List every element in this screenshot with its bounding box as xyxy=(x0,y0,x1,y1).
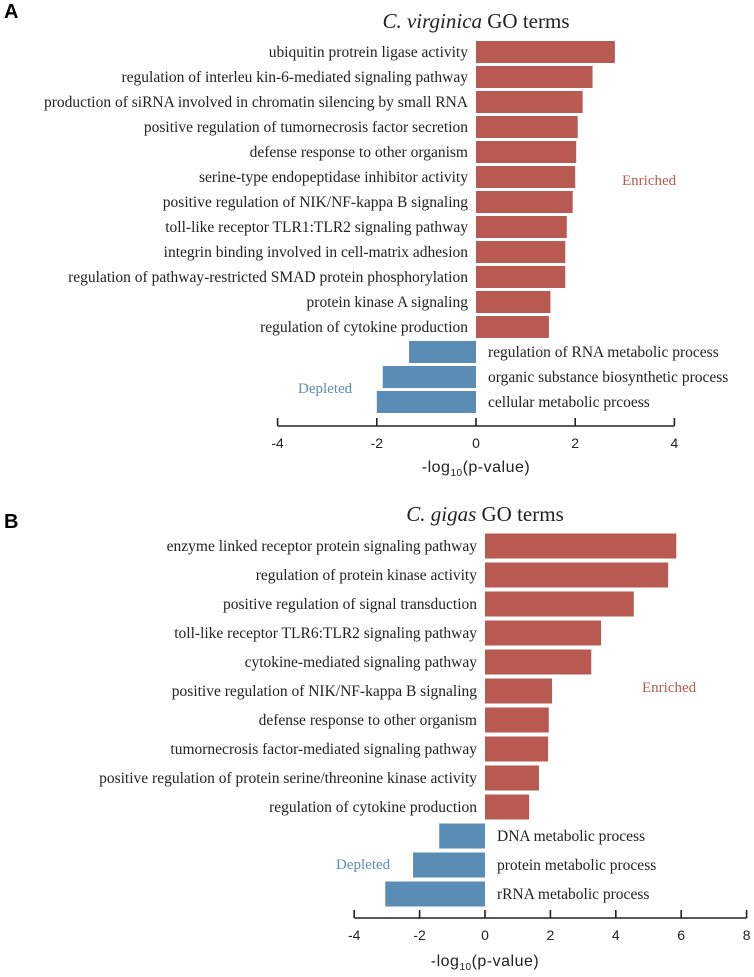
panel-b-bar-4 xyxy=(485,649,592,675)
panel-b-tick-label-4: 4 xyxy=(612,927,620,943)
panel-a: A C. virginica GO terms ubiquitin protre… xyxy=(4,1,728,479)
panel-b-bar-5 xyxy=(485,678,553,704)
panel-a-title: C. virginica GO terms xyxy=(382,9,569,33)
panel-a-legend-depleted: Depleted xyxy=(298,381,353,397)
panel-b-bar-0 xyxy=(485,533,677,559)
panel-b-category-label-6: defense response to other organism xyxy=(259,712,477,729)
panel-b-tick-label-1: -2 xyxy=(413,927,426,943)
panel-b-category-label-4: cytokine-mediated signaling pathway xyxy=(245,654,478,671)
panel-a-category-label-12: regulation of RNA metabolic process xyxy=(488,344,719,361)
panel-b-category-label-10: DNA metabolic process xyxy=(497,828,645,845)
panel-b-category-label-8: positive regulation of protein serine/th… xyxy=(99,770,477,787)
panel-a-bar-6 xyxy=(476,191,573,213)
panel-a-bar-12 xyxy=(409,341,476,363)
panel-a-category-label-9: regulation of pathway-restricted SMAD pr… xyxy=(68,269,468,286)
panel-a-bar-2 xyxy=(476,91,583,113)
panel-a-tick-label-3: 2 xyxy=(571,435,579,451)
panel-b-category-label-5: positive regulation of NIK/NF-kappa B si… xyxy=(172,683,477,700)
panel-a-legend-enriched: Enriched xyxy=(622,173,677,189)
panel-b-bar-7 xyxy=(485,736,549,762)
panel-b-category-label-12: rRNA metabolic process xyxy=(497,886,649,903)
panel-b-bar-6 xyxy=(485,707,549,733)
panel-a-category-label-7: toll-like receptor TLR1:TLR2 signaling p… xyxy=(165,219,468,236)
panel-b-tick-label-0: -4 xyxy=(348,927,361,943)
panel-b-category-label-1: regulation of protein kinase activity xyxy=(256,567,477,584)
panel-b: B C. gigas GO terms enzyme linked recept… xyxy=(4,502,751,973)
panel-a-bar-14 xyxy=(376,391,476,413)
panel-a-bar-1 xyxy=(476,66,593,88)
panel-a-category-label-6: positive regulation of NIK/NF-kappa B si… xyxy=(163,194,468,211)
panel-b-legend-enriched: Enriched xyxy=(642,680,697,696)
panel-b-bar-8 xyxy=(485,765,539,791)
panel-b-legend-depleted: Depleted xyxy=(336,857,391,873)
panel-a-category-label-10: protein kinase A signaling xyxy=(307,294,469,311)
panel-a-tick-label-2: 0 xyxy=(472,435,480,451)
panel-a-category-label-13: organic substance biosynthetic process xyxy=(488,369,728,386)
panel-b-bar-10 xyxy=(439,823,485,849)
panel-a-bar-5 xyxy=(476,166,576,188)
panel-a-category-label-8: integrin binding involved in cell-matrix… xyxy=(164,244,469,261)
panel-b-bar-2 xyxy=(485,591,634,617)
panel-b-category-label-2: positive regulation of signal transducti… xyxy=(223,596,477,613)
panel-a-tick-label-4: 4 xyxy=(671,435,679,451)
panel-a-category-label-3: positive regulation of tumornecrosis fac… xyxy=(144,119,468,136)
panel-b-tick-label-3: 2 xyxy=(547,927,555,943)
panel-b-category-label-7: tumornecrosis factor-mediated signaling … xyxy=(170,741,477,758)
panel-b-category-label-11: protein metabolic process xyxy=(497,857,656,874)
panel-b-bar-9 xyxy=(485,794,530,820)
panel-a-bar-4 xyxy=(476,141,577,163)
panel-a-x-axis-label: -log10(p-value) xyxy=(422,459,530,479)
panel-a-category-label-5: serine-type endopeptidase inhibitor acti… xyxy=(199,169,468,186)
panel-b-letter: B xyxy=(4,511,18,533)
panel-a-category-label-2: production of siRNA involved in chromati… xyxy=(44,94,469,111)
panel-a-category-label-1: regulation of interleu kin-6-mediated si… xyxy=(122,69,469,86)
panel-b-category-label-9: regulation of cytokine production xyxy=(269,799,477,816)
panel-a-bar-0 xyxy=(476,41,615,63)
panel-b-title: C. gigas GO terms xyxy=(406,502,564,526)
panel-a-bar-9 xyxy=(476,266,566,288)
panel-a-bar-8 xyxy=(476,241,566,263)
panel-a-category-label-11: regulation of cytokine production xyxy=(260,319,468,336)
panel-a-tick-label-0: -4 xyxy=(271,435,284,451)
panel-a-bar-3 xyxy=(476,116,578,138)
panel-b-category-label-0: enzyme linked receptor protein signaling… xyxy=(167,538,478,555)
panel-b-bar-11 xyxy=(413,852,485,878)
panel-a-bar-7 xyxy=(476,216,567,238)
panel-b-tick-label-6: 8 xyxy=(743,927,751,943)
panel-b-category-label-3: toll-like receptor TLR6:TLR2 signaling p… xyxy=(174,625,477,642)
panel-b-bar-12 xyxy=(385,881,485,907)
panel-a-bar-13 xyxy=(382,366,476,388)
panel-b-bar-3 xyxy=(485,620,602,646)
panel-a-tick-label-1: -2 xyxy=(371,435,384,451)
panel-b-x-axis-label: -log10(p-value) xyxy=(431,953,539,973)
panel-b-bar-1 xyxy=(485,562,669,588)
panel-a-letter: A xyxy=(4,1,18,23)
panel-b-tick-label-2: 0 xyxy=(481,927,489,943)
panel-a-bar-11 xyxy=(476,316,549,338)
panel-a-category-label-4: defense response to other organism xyxy=(250,144,468,161)
panel-a-bar-10 xyxy=(476,291,551,313)
panel-a-category-label-14: cellular metabolic prcoess xyxy=(488,394,650,411)
panel-b-tick-label-5: 6 xyxy=(677,927,685,943)
panel-a-category-label-0: ubiquitin protrein ligase activity xyxy=(269,44,469,61)
